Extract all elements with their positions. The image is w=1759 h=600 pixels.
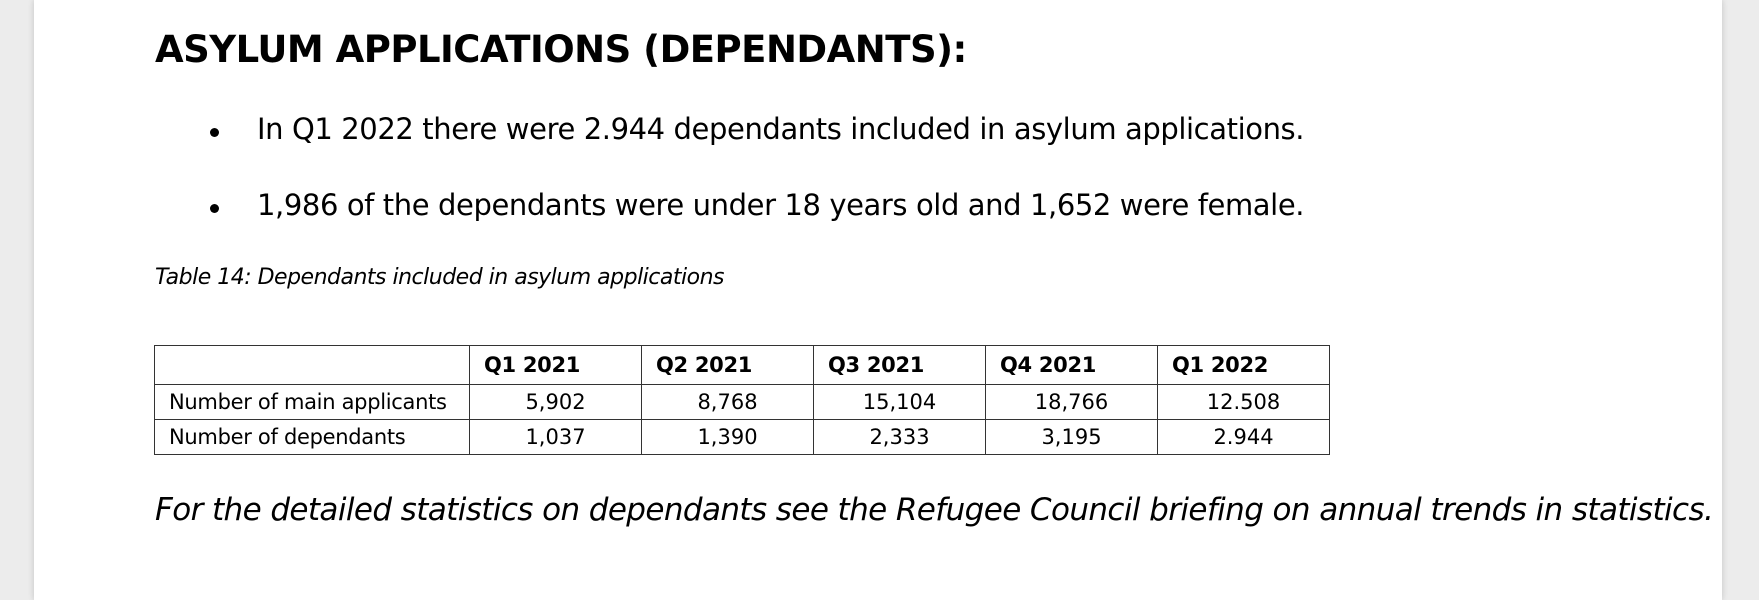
table-caption: Table 14: Dependants included in asylum … [155,265,724,290]
table-row: Number of dependants 1,037 1,390 2,333 3… [154,419,1330,455]
bullet-icon [210,204,219,213]
bullet-text: 1,986 of the dependants were under 18 ye… [257,188,1305,222]
bullet-text: In Q1 2022 there were 2.944 dependants i… [257,112,1305,146]
column-header: Q1 2021 [469,345,642,385]
table-cell: 18,766 [985,384,1158,420]
bullet-icon [210,128,219,137]
table-cell: 1,037 [469,419,642,455]
dependants-table: Q1 2021 Q2 2021 Q3 2021 Q4 2021 Q1 2022 … [154,345,1330,455]
table-header-row: Q1 2021 Q2 2021 Q3 2021 Q4 2021 Q1 2022 [154,345,1330,385]
column-header: Q3 2021 [813,345,986,385]
table-corner-cell [154,345,470,385]
footnote-text: For the detailed statistics on dependant… [155,492,1714,528]
column-header: Q2 2021 [641,345,814,385]
table-cell: 5,902 [469,384,642,420]
row-label: Number of dependants [154,419,470,455]
table-cell: 3,195 [985,419,1158,455]
table-cell: 8,768 [641,384,814,420]
table-cell: 2.944 [1157,419,1330,455]
table-cell: 1,390 [641,419,814,455]
table-row: Number of main applicants 5,902 8,768 15… [154,384,1330,420]
row-label: Number of main applicants [154,384,470,420]
section-heading: ASYLUM APPLICATIONS (DEPENDANTS): [155,28,967,71]
column-header: Q4 2021 [985,345,1158,385]
document-page: ASYLUM APPLICATIONS (DEPENDANTS): In Q1 … [34,0,1722,600]
table-cell: 15,104 [813,384,986,420]
column-header: Q1 2022 [1157,345,1330,385]
table-cell: 12.508 [1157,384,1330,420]
table-cell: 2,333 [813,419,986,455]
